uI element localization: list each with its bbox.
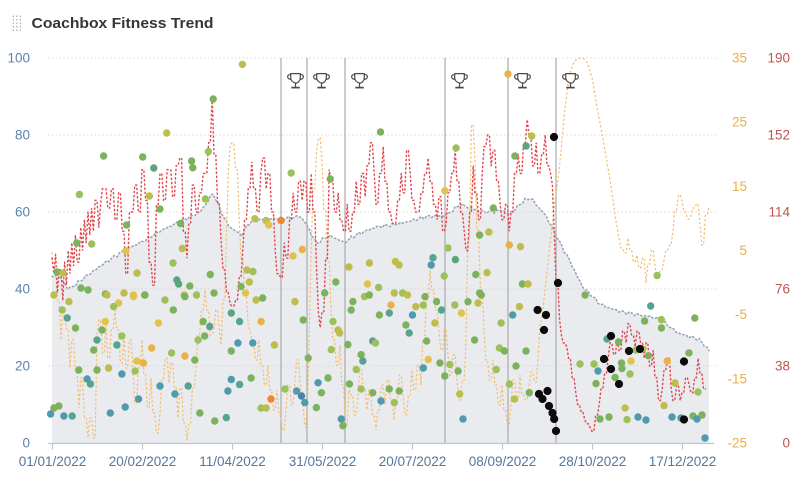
svg-text:01/01/2022: 01/01/2022 [19,454,87,469]
svg-text:-15: -15 [727,371,747,386]
svg-text:76: 76 [775,282,790,297]
svg-text:40: 40 [15,282,30,297]
svg-text:35: 35 [732,51,747,66]
svg-text:0: 0 [22,436,30,451]
svg-text:31/05/2022: 31/05/2022 [289,454,357,469]
svg-text:20: 20 [15,359,30,374]
svg-text:15: 15 [732,179,747,194]
svg-text:38: 38 [775,359,790,374]
svg-text:60: 60 [15,205,30,220]
svg-text:152: 152 [767,128,790,143]
svg-text:08/09/2022: 08/09/2022 [469,454,537,469]
svg-text:0: 0 [782,436,790,451]
svg-text:5: 5 [739,243,747,258]
svg-text:190: 190 [767,51,790,66]
svg-text:100: 100 [7,51,30,66]
svg-text:20/07/2022: 20/07/2022 [379,454,447,469]
svg-text:80: 80 [15,128,30,143]
svg-text:20/02/2022: 20/02/2022 [109,454,177,469]
svg-text:Coachbox Fitness Trend: Coachbox Fitness Trend [32,16,214,32]
svg-text:-25: -25 [727,436,747,451]
svg-text:114: 114 [768,205,790,220]
svg-text:28/10/2022: 28/10/2022 [559,454,627,469]
svg-text:-5: -5 [735,307,747,322]
svg-text:25: 25 [732,115,747,130]
svg-text:11/04/2022: 11/04/2022 [199,454,266,469]
svg-text:17/12/2022: 17/12/2022 [649,454,717,469]
